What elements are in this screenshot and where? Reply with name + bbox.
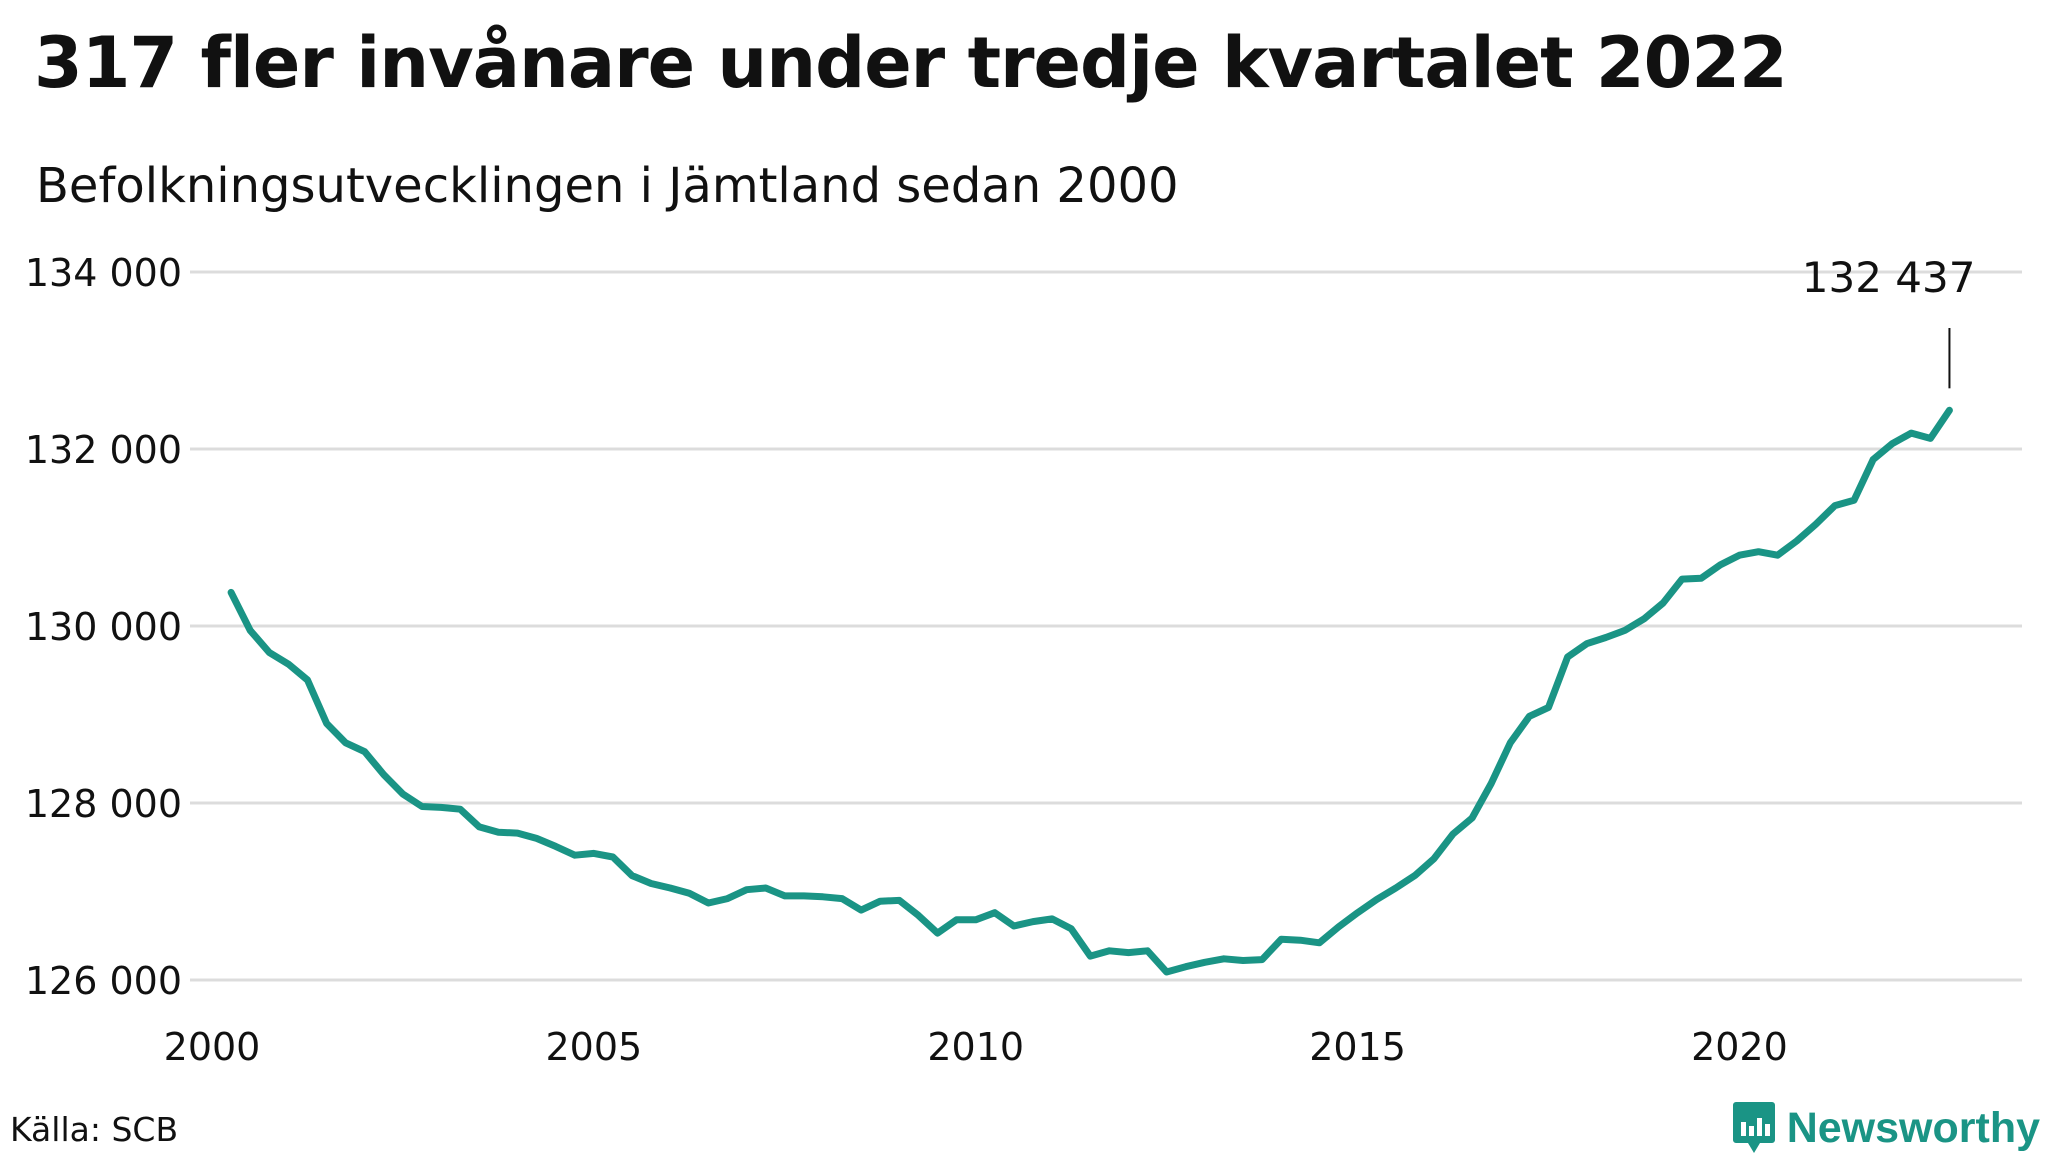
brand-logo[interactable]: Newsworthy bbox=[1731, 1100, 2040, 1156]
y-axis: 126 000 128 000 130 000 132 000 134 000 bbox=[25, 251, 182, 1003]
x-tick-label: 2000 bbox=[164, 1025, 261, 1069]
source-note: Källa: SCB bbox=[10, 1110, 179, 1149]
x-tick-label: 2020 bbox=[1691, 1025, 1788, 1069]
y-tick-label: 126 000 bbox=[25, 959, 182, 1003]
y-tick-label: 132 000 bbox=[25, 428, 182, 472]
x-tick-label: 2005 bbox=[545, 1025, 642, 1069]
x-tick-label: 2015 bbox=[1309, 1025, 1406, 1069]
chart-subtitle: Befolkningsutvecklingen i Jämtland sedan… bbox=[36, 158, 1179, 214]
chart-title: 317 fler invånare under tredje kvartalet… bbox=[34, 22, 1788, 104]
series-line bbox=[227, 406, 1953, 976]
y-tick-label: 128 000 bbox=[25, 782, 182, 826]
annotation: 132 437 bbox=[1802, 253, 1976, 389]
grid-lines bbox=[190, 270, 2022, 982]
y-tick-label: 134 000 bbox=[25, 251, 182, 295]
annotation-label: 132 437 bbox=[1802, 253, 1976, 302]
brand-name: Newsworthy bbox=[1786, 1103, 2040, 1152]
x-axis: 2000 2005 2010 2015 2020 bbox=[164, 1025, 1788, 1069]
x-tick-label: 2010 bbox=[927, 1025, 1024, 1069]
line-chart: 126 000 128 000 130 000 132 000 134 000 2000… bbox=[25, 251, 2022, 1069]
series-group bbox=[227, 406, 1953, 976]
newsworthy-icon bbox=[1732, 1102, 1775, 1153]
y-tick-label: 130 000 bbox=[25, 605, 182, 649]
